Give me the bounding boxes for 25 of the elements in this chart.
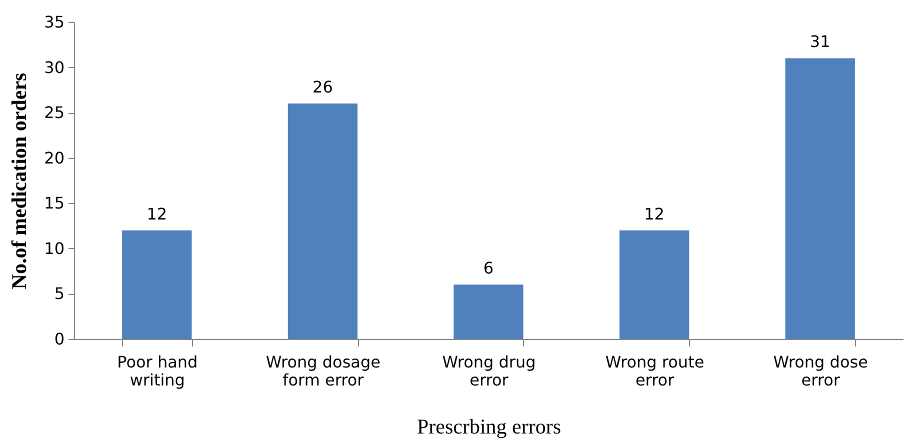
x-axis-title: Prescrbing errors <box>416 414 562 438</box>
y-tick-label: 35 <box>44 12 64 32</box>
data-label: 12 <box>146 204 168 224</box>
data-label: 12 <box>644 204 664 224</box>
y-tick-label: 0 <box>54 330 64 348</box>
data-label: 31 <box>810 32 830 52</box>
x-tick-label: Wrong drug error <box>442 352 536 390</box>
bar <box>454 284 524 339</box>
y-axis-title: No.of medication orders <box>7 72 32 290</box>
x-tick-label: Poor hand writing <box>117 352 198 390</box>
y-tick-label: 20 <box>44 148 64 168</box>
x-tick-label: Wrong route error <box>605 352 704 390</box>
data-label: 26 <box>312 78 333 97</box>
y-tick-label: 25 <box>44 103 64 122</box>
bar <box>122 230 192 339</box>
y-tick-label: 5 <box>54 284 64 304</box>
bar <box>619 230 690 339</box>
y-tick-label: 15 <box>44 194 64 213</box>
y-tick-label: 10 <box>44 238 64 258</box>
bar <box>288 104 358 339</box>
bar <box>785 58 855 339</box>
x-tick-label: Wrong dose error <box>773 352 868 390</box>
y-tick-label: 30 <box>44 58 64 77</box>
x-tick-label: Wrong dosage form error <box>266 352 380 390</box>
data-label: 6 <box>483 258 494 278</box>
